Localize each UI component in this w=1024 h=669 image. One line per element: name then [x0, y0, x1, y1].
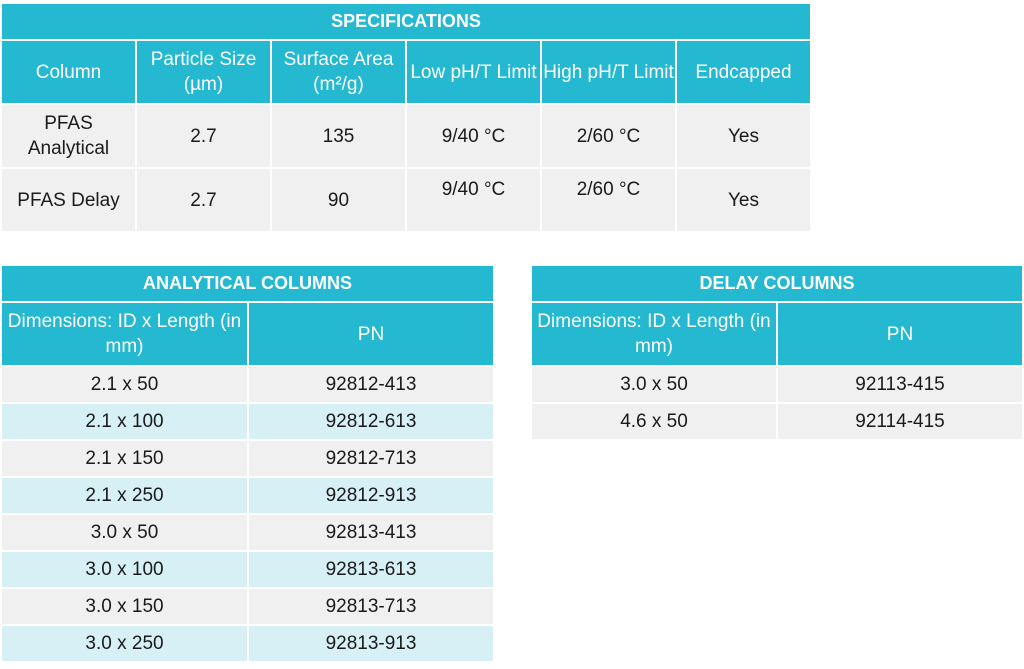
table-row: 2.1 x 50 92812-413 [0, 365, 496, 404]
table-cell: PFAS Analytical [0, 103, 137, 169]
table-cell: PFAS Delay [0, 167, 137, 233]
table-cell: 92114-415 [776, 402, 1024, 441]
table-cell: 2.1 x 150 [0, 439, 249, 478]
table-cell: 92813-713 [246, 587, 496, 626]
table-cell: 92113-415 [776, 365, 1024, 404]
table-cell: 92812-913 [246, 476, 496, 515]
table-cell: 3.0 x 250 [0, 624, 249, 663]
table-cell: Yes [675, 167, 812, 233]
col-header-surface-area: Surface Area (m²/g) [270, 39, 407, 105]
col-header-particle-size: Particle Size (µm) [135, 39, 272, 105]
table-cell: 2/60 °C [540, 167, 677, 233]
col-header-pn: PN [246, 301, 496, 367]
analytical-title: ANALYTICAL COLUMNS [0, 264, 496, 303]
col-header-dimensions: Dimensions: ID x Length (in mm) [530, 301, 778, 367]
col-header-high-ph: High pH/T Limit [540, 39, 677, 105]
table-cell: 92812-713 [246, 439, 496, 478]
specifications-title: SPECIFICATIONS [0, 2, 812, 41]
table-cell: 92812-413 [246, 365, 496, 404]
table-row: 2.1 x 100 92812-613 [0, 402, 496, 441]
table-cell: 3.0 x 150 [0, 587, 249, 626]
table-cell: 2.1 x 250 [0, 476, 249, 515]
table-cell: 9/40 °C [405, 103, 542, 169]
table-cell: 2/60 °C [540, 103, 677, 169]
table-cell: 2.7 [135, 103, 272, 169]
table-cell: 2.1 x 100 [0, 402, 249, 441]
table-cell: 92813-413 [246, 513, 496, 552]
table-cell: 90 [270, 167, 407, 233]
delay-columns-table: DELAY COLUMNS Dimensions: ID x Length (i… [530, 264, 1024, 441]
table-cell: 2.7 [135, 167, 272, 233]
table-cell: Yes [675, 103, 812, 169]
table-row: 3.0 x 250 92813-913 [0, 624, 496, 663]
table-row: 3.0 x 100 92813-613 [0, 550, 496, 589]
specifications-table: SPECIFICATIONS Column Particle Size (µm)… [0, 2, 812, 233]
table-row: PFAS Analytical 2.7 135 9/40 °C 2/60 °C … [0, 103, 812, 169]
table-cell: 3.0 x 50 [530, 365, 778, 404]
table-cell: 3.0 x 50 [0, 513, 249, 552]
analytical-columns-table: ANALYTICAL COLUMNS Dimensions: ID x Leng… [0, 264, 496, 663]
table-row: 3.0 x 50 92113-415 [530, 365, 1024, 404]
col-header-low-ph: Low pH/T Limit [405, 39, 542, 105]
table-cell: 4.6 x 50 [530, 402, 778, 441]
col-header-pn: PN [776, 301, 1024, 367]
table-cell: 92812-613 [246, 402, 496, 441]
col-header-column: Column [0, 39, 137, 105]
table-cell: 92813-913 [246, 624, 496, 663]
table-cell: 92813-613 [246, 550, 496, 589]
table-cell: 2.1 x 50 [0, 365, 249, 404]
table-row: 3.0 x 50 92813-413 [0, 513, 496, 552]
col-header-endcapped: Endcapped [675, 39, 812, 105]
col-header-dimensions: Dimensions: ID x Length (in mm) [0, 301, 249, 367]
table-cell: 9/40 °C [405, 167, 542, 233]
table-row: 2.1 x 150 92812-713 [0, 439, 496, 478]
table-cell: 135 [270, 103, 407, 169]
table-row: PFAS Delay 2.7 90 9/40 °C 2/60 °C Yes [0, 167, 812, 233]
table-cell: 3.0 x 100 [0, 550, 249, 589]
table-row: 2.1 x 250 92812-913 [0, 476, 496, 515]
delay-title: DELAY COLUMNS [530, 264, 1024, 303]
table-row: 3.0 x 150 92813-713 [0, 587, 496, 626]
table-row: 4.6 x 50 92114-415 [530, 402, 1024, 441]
